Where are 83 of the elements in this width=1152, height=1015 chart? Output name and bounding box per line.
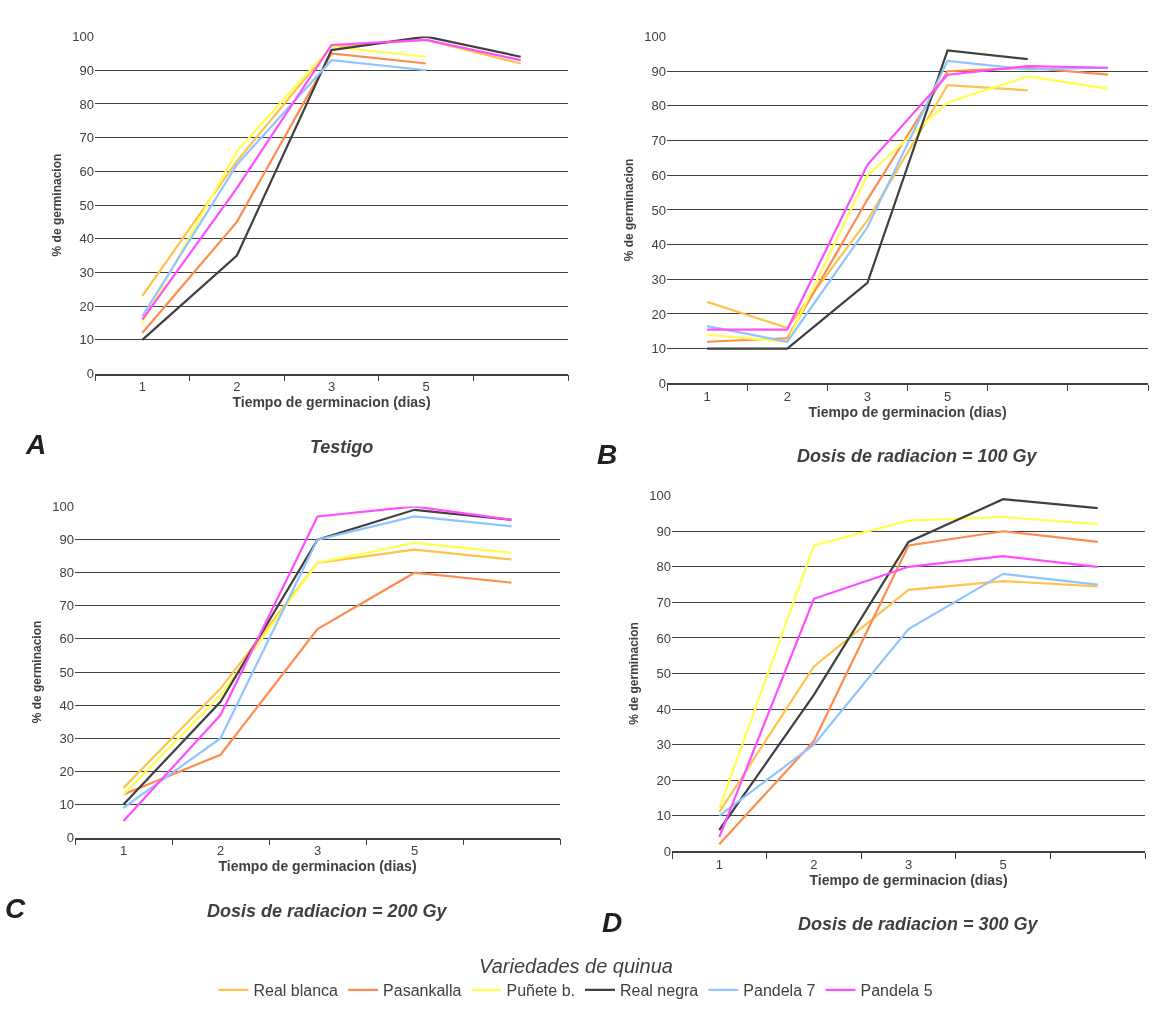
y-tick-label: 90 [59,532,74,548]
y-axis-title: % de germinacion [49,153,64,257]
y-tick-label: 10 [59,796,74,812]
text: Dosis de radiacion = 200 Gy [207,901,448,921]
x-tick-label: 5 [999,856,1007,872]
y-tick-label: 60 [59,631,74,647]
y-tick-label: 100 [649,488,671,504]
y-tick-label: 60 [79,163,94,179]
text: D [602,907,623,938]
x-tick-label: 3 [313,842,322,858]
x-tick-label: 2 [783,388,791,404]
y-tick-label: 60 [656,630,671,646]
y-tick-label: 70 [651,133,666,149]
y-axis-title: % de germinacion [29,620,44,724]
x-tick-label: 1 [138,378,146,394]
y-tick-label: 20 [651,306,666,322]
y-tick-label: 90 [656,523,671,539]
y-tick-label: 70 [79,130,94,146]
text: B [597,439,618,470]
y-tick-label: 40 [59,697,74,713]
x-axis-title: Tiempo de germinacion (dias) [218,857,417,874]
legend-label: Pandela 7 [743,982,816,1000]
y-tick-label: 90 [79,62,94,78]
x-tick-label: 2 [233,378,241,394]
y-tick-label: 30 [651,271,666,287]
y-tick-label: 40 [79,231,94,247]
legend-label: Pandela 5 [860,982,933,1000]
y-tick-label: 50 [59,664,74,680]
y-tick-label: 90 [651,63,666,79]
x-tick-label: 5 [410,842,419,858]
legend-label: Real blanca [253,982,339,1000]
y-tick-label: 0 [658,375,666,391]
legend-label: Pasankalla [383,982,462,1000]
y-tick-label: 80 [656,559,671,575]
x-tick-label: 5 [422,378,430,394]
text: Dosis de radiacion = 300 Gy [798,914,1039,934]
y-tick-label: 70 [656,594,671,610]
legend-label: Real negra [619,982,699,1000]
y-tick-label: 30 [656,737,671,753]
y-tick-label: 80 [59,565,74,581]
y-tick-label: 80 [79,96,94,112]
y-tick-label: 30 [59,730,74,746]
y-axis-title: % de germinacion [621,158,636,262]
y-tick-label: 50 [651,202,666,218]
y-tick-label: 50 [656,666,671,682]
legend-title: Variedades de quinua [479,955,673,977]
y-tick-label: 10 [79,332,94,348]
y-tick-label: 60 [651,167,666,183]
text: Testigo [310,437,374,457]
text: A [25,429,47,460]
x-tick-label: 5 [943,388,952,404]
x-tick-label: 2 [810,856,818,872]
x-tick-label: 3 [327,378,336,394]
y-tick-label: 0 [66,830,74,846]
legend-label: Puñete b. [506,982,575,1000]
y-tick-label: 100 [52,499,74,515]
y-tick-label: 10 [651,341,666,357]
y-tick-label: 50 [79,197,94,213]
y-tick-label: 70 [59,598,74,614]
y-tick-label: 30 [79,264,94,280]
x-tick-label: 1 [703,388,711,404]
x-tick-label: 1 [119,842,128,858]
y-tick-label: 80 [651,98,666,114]
y-tick-label: 10 [656,808,671,824]
x-tick-label: 2 [216,842,225,858]
x-axis-title: Tiempo de germinacion (dias) [232,393,431,410]
y-tick-label: 40 [656,701,671,717]
y-tick-label: 100 [644,29,666,45]
y-tick-label: 20 [59,763,74,779]
x-tick-label: 1 [715,856,723,872]
y-tick-label: 0 [663,843,671,859]
y-axis-title: % de germinacion [626,622,641,725]
y-tick-label: 100 [72,29,94,45]
y-tick-label: 20 [656,772,671,788]
y-tick-label: 20 [79,298,94,314]
y-tick-label: 0 [86,366,94,382]
x-tick-label: 3 [863,388,872,404]
text: C [5,893,26,924]
x-axis-title: Tiempo de germinacion (dias) [808,403,1007,420]
text: Dosis de radiacion = 100 Gy [797,446,1038,466]
x-tick-label: 3 [904,856,913,872]
x-axis-title: Tiempo de germinacion (dias) [809,871,1008,888]
y-tick-label: 40 [651,237,666,253]
